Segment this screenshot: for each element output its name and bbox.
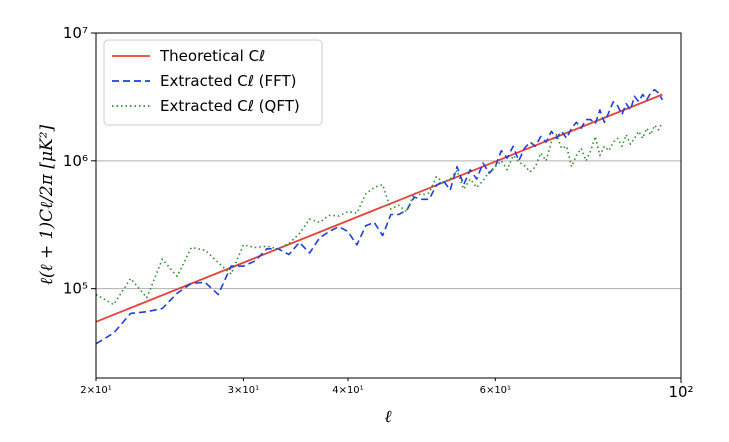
y-tick-label: 10⁷ (63, 24, 88, 42)
legend: Theoretical Cℓ Extracted Cℓ (FFT) Extracte… (103, 39, 323, 126)
x-tick-label: 10² (668, 383, 693, 401)
x-tick-label: 4×10¹ (332, 385, 363, 396)
plot-frame (95, 32, 682, 379)
axis-ticks: 10⁵ 10⁶ 10⁷ 2×10¹ 3×10¹ 4×10¹ 6×10¹ 10² (63, 24, 694, 401)
y-tick-label: 10⁵ (63, 280, 88, 298)
x-tick-label: 2×10¹ (80, 385, 111, 396)
series-layer (95, 88, 664, 345)
legend-box (103, 39, 323, 126)
grid-lines (96, 160, 681, 290)
legend-entry: Theoretical Cℓ (159, 47, 265, 65)
legend-entry: Extracted Cℓ (QFT) (160, 97, 300, 115)
legend-entry: Extracted Cℓ (FFT) (160, 72, 297, 90)
series-line-2 (95, 88, 664, 345)
y-tick-label: 10⁶ (63, 152, 88, 170)
x-tick-label: 3×10¹ (228, 385, 259, 396)
y-axis-label: ℓ(ℓ + 1)Cℓ/2π [μK²] (37, 124, 57, 285)
x-tick-label: 6×10¹ (480, 385, 511, 396)
x-axis-label: ℓ (384, 407, 391, 427)
